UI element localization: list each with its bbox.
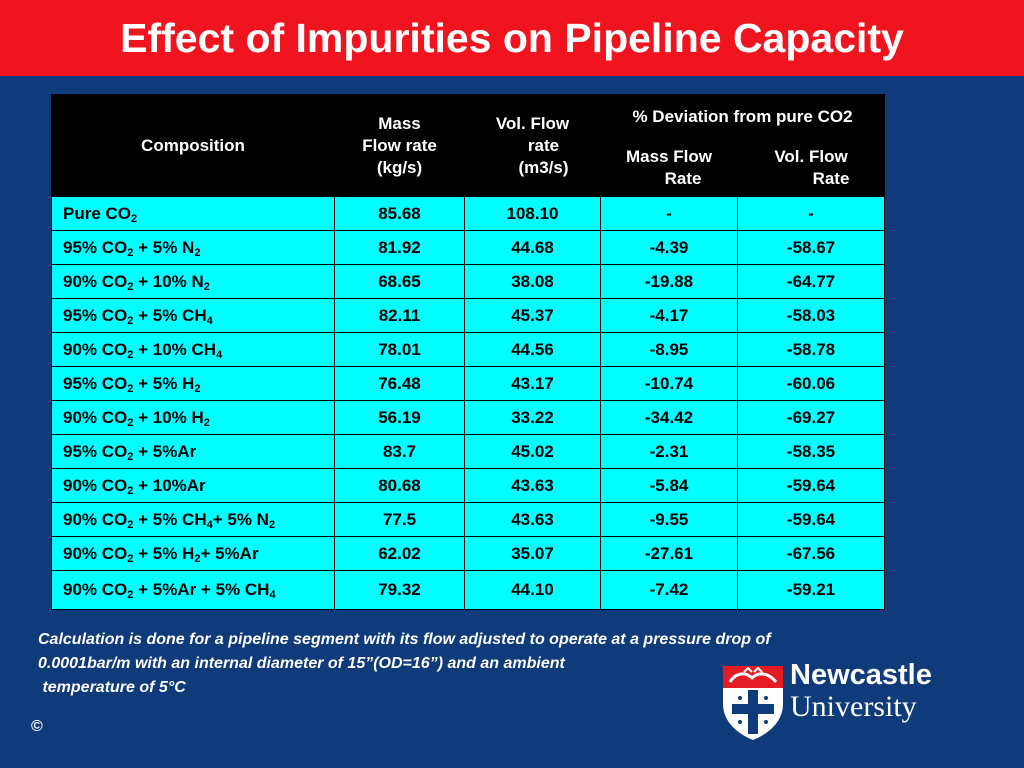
note-line: temperature of 5°C xyxy=(38,679,186,696)
cell-vol-flow: 108.10 xyxy=(464,196,601,231)
cell-dev-vol: -59.64 xyxy=(736,468,886,503)
header-dev-vol-line: Rate xyxy=(812,169,850,188)
cell-composition: 95% CO2 + 5%Ar xyxy=(51,434,335,469)
calculation-note: Calculation is done for a pipeline segme… xyxy=(38,628,978,700)
cell-vol-flow: 35.07 xyxy=(464,536,601,571)
cell-dev-vol: -58.78 xyxy=(736,332,886,367)
header-mass-flow-line: Mass xyxy=(378,113,421,133)
cell-dev-mass: -34.42 xyxy=(600,400,738,435)
cell-dev-vol: -67.56 xyxy=(736,536,886,571)
cell-vol-flow: 44.68 xyxy=(464,230,601,265)
header-vol-flow-line: rate xyxy=(527,135,560,155)
cell-mass-flow: 83.7 xyxy=(334,434,465,469)
cell-vol-flow: 33.22 xyxy=(464,400,601,435)
cell-composition: 95% CO2 + 5% H2 xyxy=(51,366,335,401)
cell-composition: 95% CO2 + 5% CH4 xyxy=(51,298,335,333)
cell-vol-flow: 43.63 xyxy=(464,502,601,537)
table-row: 90% CO2 + 10% CH4 78.01 44.56 -8.95 -58.78 xyxy=(51,332,886,367)
cell-mass-flow: 80.68 xyxy=(334,468,465,503)
table-row: 95% CO2 + 5% H2 76.48 43.17 -10.74 -60.06 xyxy=(51,366,886,401)
cell-dev-vol: -60.06 xyxy=(736,366,886,401)
cell-vol-flow: 43.17 xyxy=(464,366,601,401)
cell-vol-flow: 45.37 xyxy=(464,298,601,333)
cell-composition: 90% CO2 + 5%Ar + 5% CH4 xyxy=(51,570,335,610)
note-line: Calculation is done for a pipeline segme… xyxy=(38,631,771,648)
table-row: 95% CO2 + 5% CH4 82.11 45.37 -4.17 -58.03 xyxy=(51,298,886,333)
cell-vol-flow: 44.56 xyxy=(464,332,601,367)
logo-newcastle: Newcastle xyxy=(790,659,932,691)
cell-composition: 90% CO2 + 10% N2 xyxy=(51,264,335,299)
logo-university: University xyxy=(790,690,917,723)
header-mass-flow: Mass Flow rate (kg/s) xyxy=(334,94,465,197)
cell-dev-vol: -59.21 xyxy=(736,570,886,610)
cell-dev-vol: -58.03 xyxy=(736,298,886,333)
slide-title: Effect of Impurities on Pipeline Capacit… xyxy=(120,15,904,61)
header-dev-vol: Vol. Flow Rate xyxy=(736,139,886,197)
table-row: 90% CO2 + 5% CH4+ 5% N2 77.5 43.63 -9.55 -59… xyxy=(51,502,886,537)
cell-vol-flow: 45.02 xyxy=(464,434,601,469)
header-composition: Composition xyxy=(51,94,335,197)
cell-dev-vol: -64.77 xyxy=(736,264,886,299)
cell-mass-flow: 77.5 xyxy=(334,502,465,537)
cell-dev-mass: -9.55 xyxy=(600,502,738,537)
header-vol-flow-line: (m3/s) xyxy=(518,157,569,177)
cell-dev-mass: -10.74 xyxy=(600,366,738,401)
header-dev-mass: Mass Flow Rate xyxy=(600,139,738,197)
cell-dev-mass: -4.17 xyxy=(600,298,738,333)
table-row: 90% CO2 + 10% H2 56.19 33.22 -34.42 -69.27 xyxy=(51,400,886,435)
cell-mass-flow: 82.11 xyxy=(334,298,465,333)
header-mass-flow-line: (kg/s) xyxy=(376,157,423,177)
copyright-symbol: © xyxy=(31,718,43,735)
header-dev-mass-line: Mass Flow xyxy=(626,147,712,166)
title-bar xyxy=(0,0,1024,76)
cell-mass-flow: 68.65 xyxy=(334,264,465,299)
cell-vol-flow: 44.10 xyxy=(464,570,601,610)
cell-dev-vol: -69.27 xyxy=(736,400,886,435)
cell-composition: 90% CO2 + 10% CH4 xyxy=(51,332,335,367)
cell-composition: 90% CO2 + 10% H2 xyxy=(51,400,335,435)
cell-mass-flow: 85.68 xyxy=(334,196,465,231)
cell-mass-flow: 76.48 xyxy=(334,366,465,401)
cell-composition: Pure CO2 xyxy=(51,196,335,231)
note-line: 0.0001bar/m with an internal diameter of… xyxy=(38,655,565,672)
cell-composition: 90% CO2 + 5% H2+ 5%Ar xyxy=(51,536,335,571)
header-dev-mass-line: Rate xyxy=(664,169,702,188)
cell-mass-flow: 56.19 xyxy=(334,400,465,435)
cell-dev-mass: -7.42 xyxy=(600,570,738,610)
cell-dev-mass: -19.88 xyxy=(600,264,738,299)
cell-dev-mass: -4.39 xyxy=(600,230,738,265)
cell-vol-flow: 43.63 xyxy=(464,468,601,503)
table-row: 90% CO2 + 5% H2+ 5%Ar 62.02 35.07 -27.61 -67… xyxy=(51,536,886,571)
header-mass-flow-line: Flow rate xyxy=(362,135,437,155)
impurities-table: Composition Mass Flow rate (kg/s) Vol. F… xyxy=(51,94,886,610)
table-row: 90% CO2 + 10% N2 68.65 38.08 -19.88 -64.77 xyxy=(51,264,886,299)
cell-dev-vol: -58.67 xyxy=(736,230,886,265)
header-deviation-group: % Deviation from pure CO2 xyxy=(599,94,886,140)
cell-mass-flow: 78.01 xyxy=(334,332,465,367)
cell-dev-mass: -8.95 xyxy=(600,332,738,367)
cell-vol-flow: 38.08 xyxy=(464,264,601,299)
cell-mass-flow: 79.32 xyxy=(334,570,465,610)
table-row: 90% CO2 + 5%Ar + 5% CH4 79.32 44.10 -7.42 -5… xyxy=(51,570,886,610)
cell-dev-mass: -2.31 xyxy=(600,434,738,469)
table-row: 95% CO2 + 5% N2 81.92 44.68 -4.39 -58.67 xyxy=(51,230,886,265)
cell-dev-vol: -58.35 xyxy=(736,434,886,469)
header-dev-vol-line: Vol. Flow xyxy=(774,147,848,166)
cell-composition: 90% CO2 + 5% CH4+ 5% N2 xyxy=(51,502,335,537)
cell-mass-flow: 62.02 xyxy=(334,536,465,571)
table-row: 95% CO2 + 5%Ar 83.7 45.02 -2.31 -58.35 xyxy=(51,434,886,469)
table-row: 90% CO2 + 10%Ar 80.68 43.63 -5.84 -59.64 xyxy=(51,468,886,503)
header-vol-flow: Vol. Flow rate (m3/s) xyxy=(464,94,601,197)
cell-composition: 90% CO2 + 10%Ar xyxy=(51,468,335,503)
table-row: Pure CO2 85.68 108.10- - xyxy=(51,196,886,231)
university-crest-icon xyxy=(723,666,783,740)
header-vol-flow-line: Vol. Flow xyxy=(495,113,570,133)
cell-dev-mass: - xyxy=(600,196,738,231)
cell-dev-vol: -59.64 xyxy=(736,502,886,537)
cell-dev-vol: - xyxy=(736,196,886,231)
cell-dev-mass: -27.61 xyxy=(600,536,738,571)
cell-dev-mass: -5.84 xyxy=(600,468,738,503)
cell-mass-flow: 81.92 xyxy=(334,230,465,265)
cell-composition: 95% CO2 + 5% N2 xyxy=(51,230,335,265)
